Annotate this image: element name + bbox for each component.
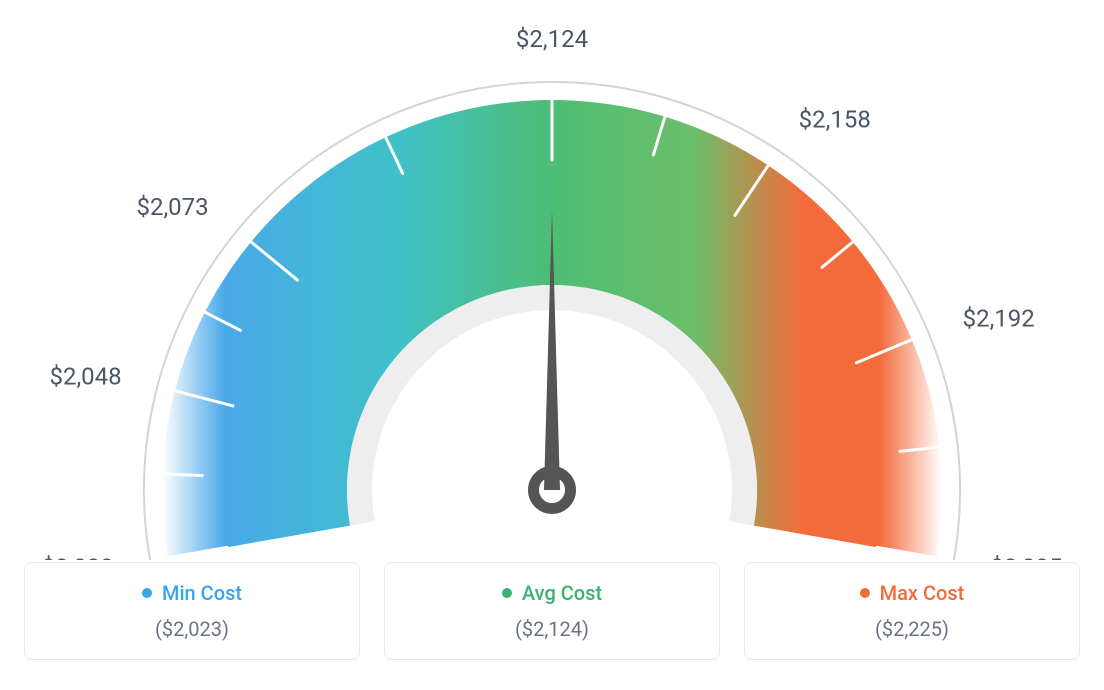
min-dot-icon	[142, 588, 152, 598]
gauge-chart: $2,023 $2,048 $2,073 $2,124 $2,158 $2,192 $2,2…	[0, 0, 1104, 560]
min-cost-value: ($2,023)	[37, 617, 347, 641]
cost-gauge-container: $2,023 $2,048 $2,073 $2,124 $2,158 $2,192 $2,2…	[0, 0, 1104, 690]
avg-cost-label-text: Avg Cost	[522, 581, 602, 605]
svg-text:$2,225: $2,225	[990, 553, 1062, 560]
min-cost-label: Min Cost	[142, 581, 242, 605]
svg-text:$2,048: $2,048	[49, 363, 121, 391]
svg-text:$2,023: $2,023	[42, 553, 114, 560]
max-cost-label-text: Max Cost	[880, 581, 965, 605]
svg-text:$2,158: $2,158	[799, 106, 871, 134]
avg-dot-icon	[502, 588, 512, 598]
avg-cost-label: Avg Cost	[502, 581, 602, 605]
svg-text:$2,073: $2,073	[136, 193, 208, 221]
max-dot-icon	[860, 588, 870, 598]
svg-text:$2,192: $2,192	[963, 304, 1035, 332]
svg-text:$2,124: $2,124	[516, 25, 588, 53]
max-cost-value: ($2,225)	[757, 617, 1067, 641]
stats-row: Min Cost ($2,023) Avg Cost ($2,124) Max …	[24, 562, 1080, 660]
avg-cost-value: ($2,124)	[397, 617, 707, 641]
min-cost-label-text: Min Cost	[162, 581, 242, 605]
avg-cost-card: Avg Cost ($2,124)	[384, 562, 720, 660]
max-cost-card: Max Cost ($2,225)	[744, 562, 1080, 660]
max-cost-label: Max Cost	[860, 581, 965, 605]
min-cost-card: Min Cost ($2,023)	[24, 562, 360, 660]
